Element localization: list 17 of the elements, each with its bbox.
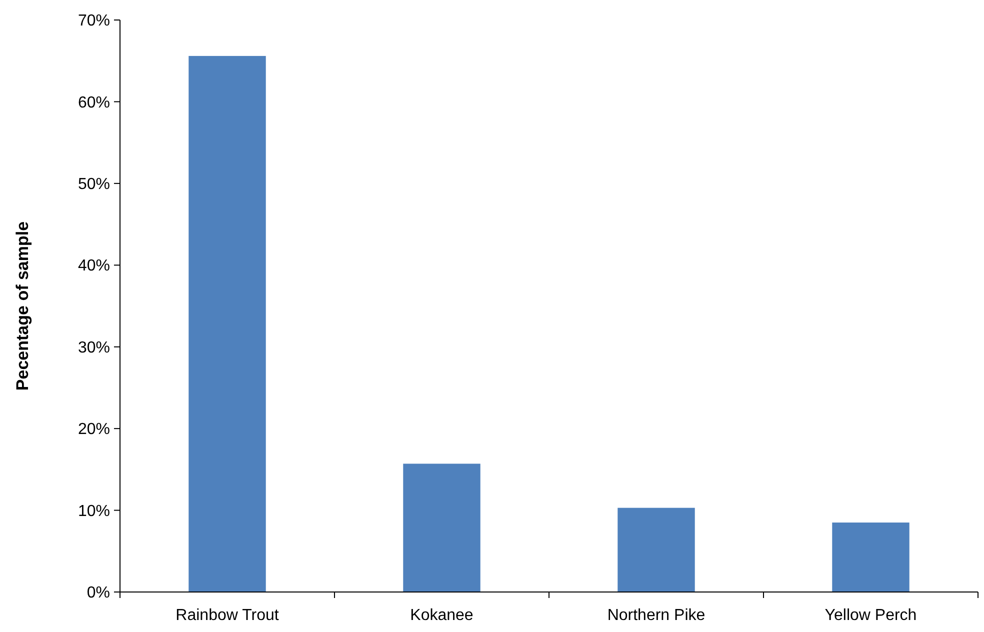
bar xyxy=(618,508,695,592)
x-tick-label: Northern Pike xyxy=(607,607,706,624)
y-tick-label: 20% xyxy=(78,421,110,438)
y-tick-label: 70% xyxy=(78,12,110,30)
y-tick-label: 30% xyxy=(78,339,110,356)
y-axis-title: Pecentage of sample xyxy=(13,221,32,391)
y-tick-label: 50% xyxy=(78,176,110,194)
x-tick-label: Kokanee xyxy=(410,607,474,624)
y-tick-label: 0% xyxy=(86,584,110,602)
bar xyxy=(832,522,910,592)
bar xyxy=(188,56,266,592)
x-tick-label: Yellow Perch xyxy=(824,607,917,624)
y-tick-label: 60% xyxy=(78,94,110,112)
y-tick-label: 40% xyxy=(78,258,110,275)
x-tick-label: Rainbow Trout xyxy=(176,607,280,624)
bar xyxy=(403,464,480,592)
y-tick-label: 10% xyxy=(78,502,110,520)
